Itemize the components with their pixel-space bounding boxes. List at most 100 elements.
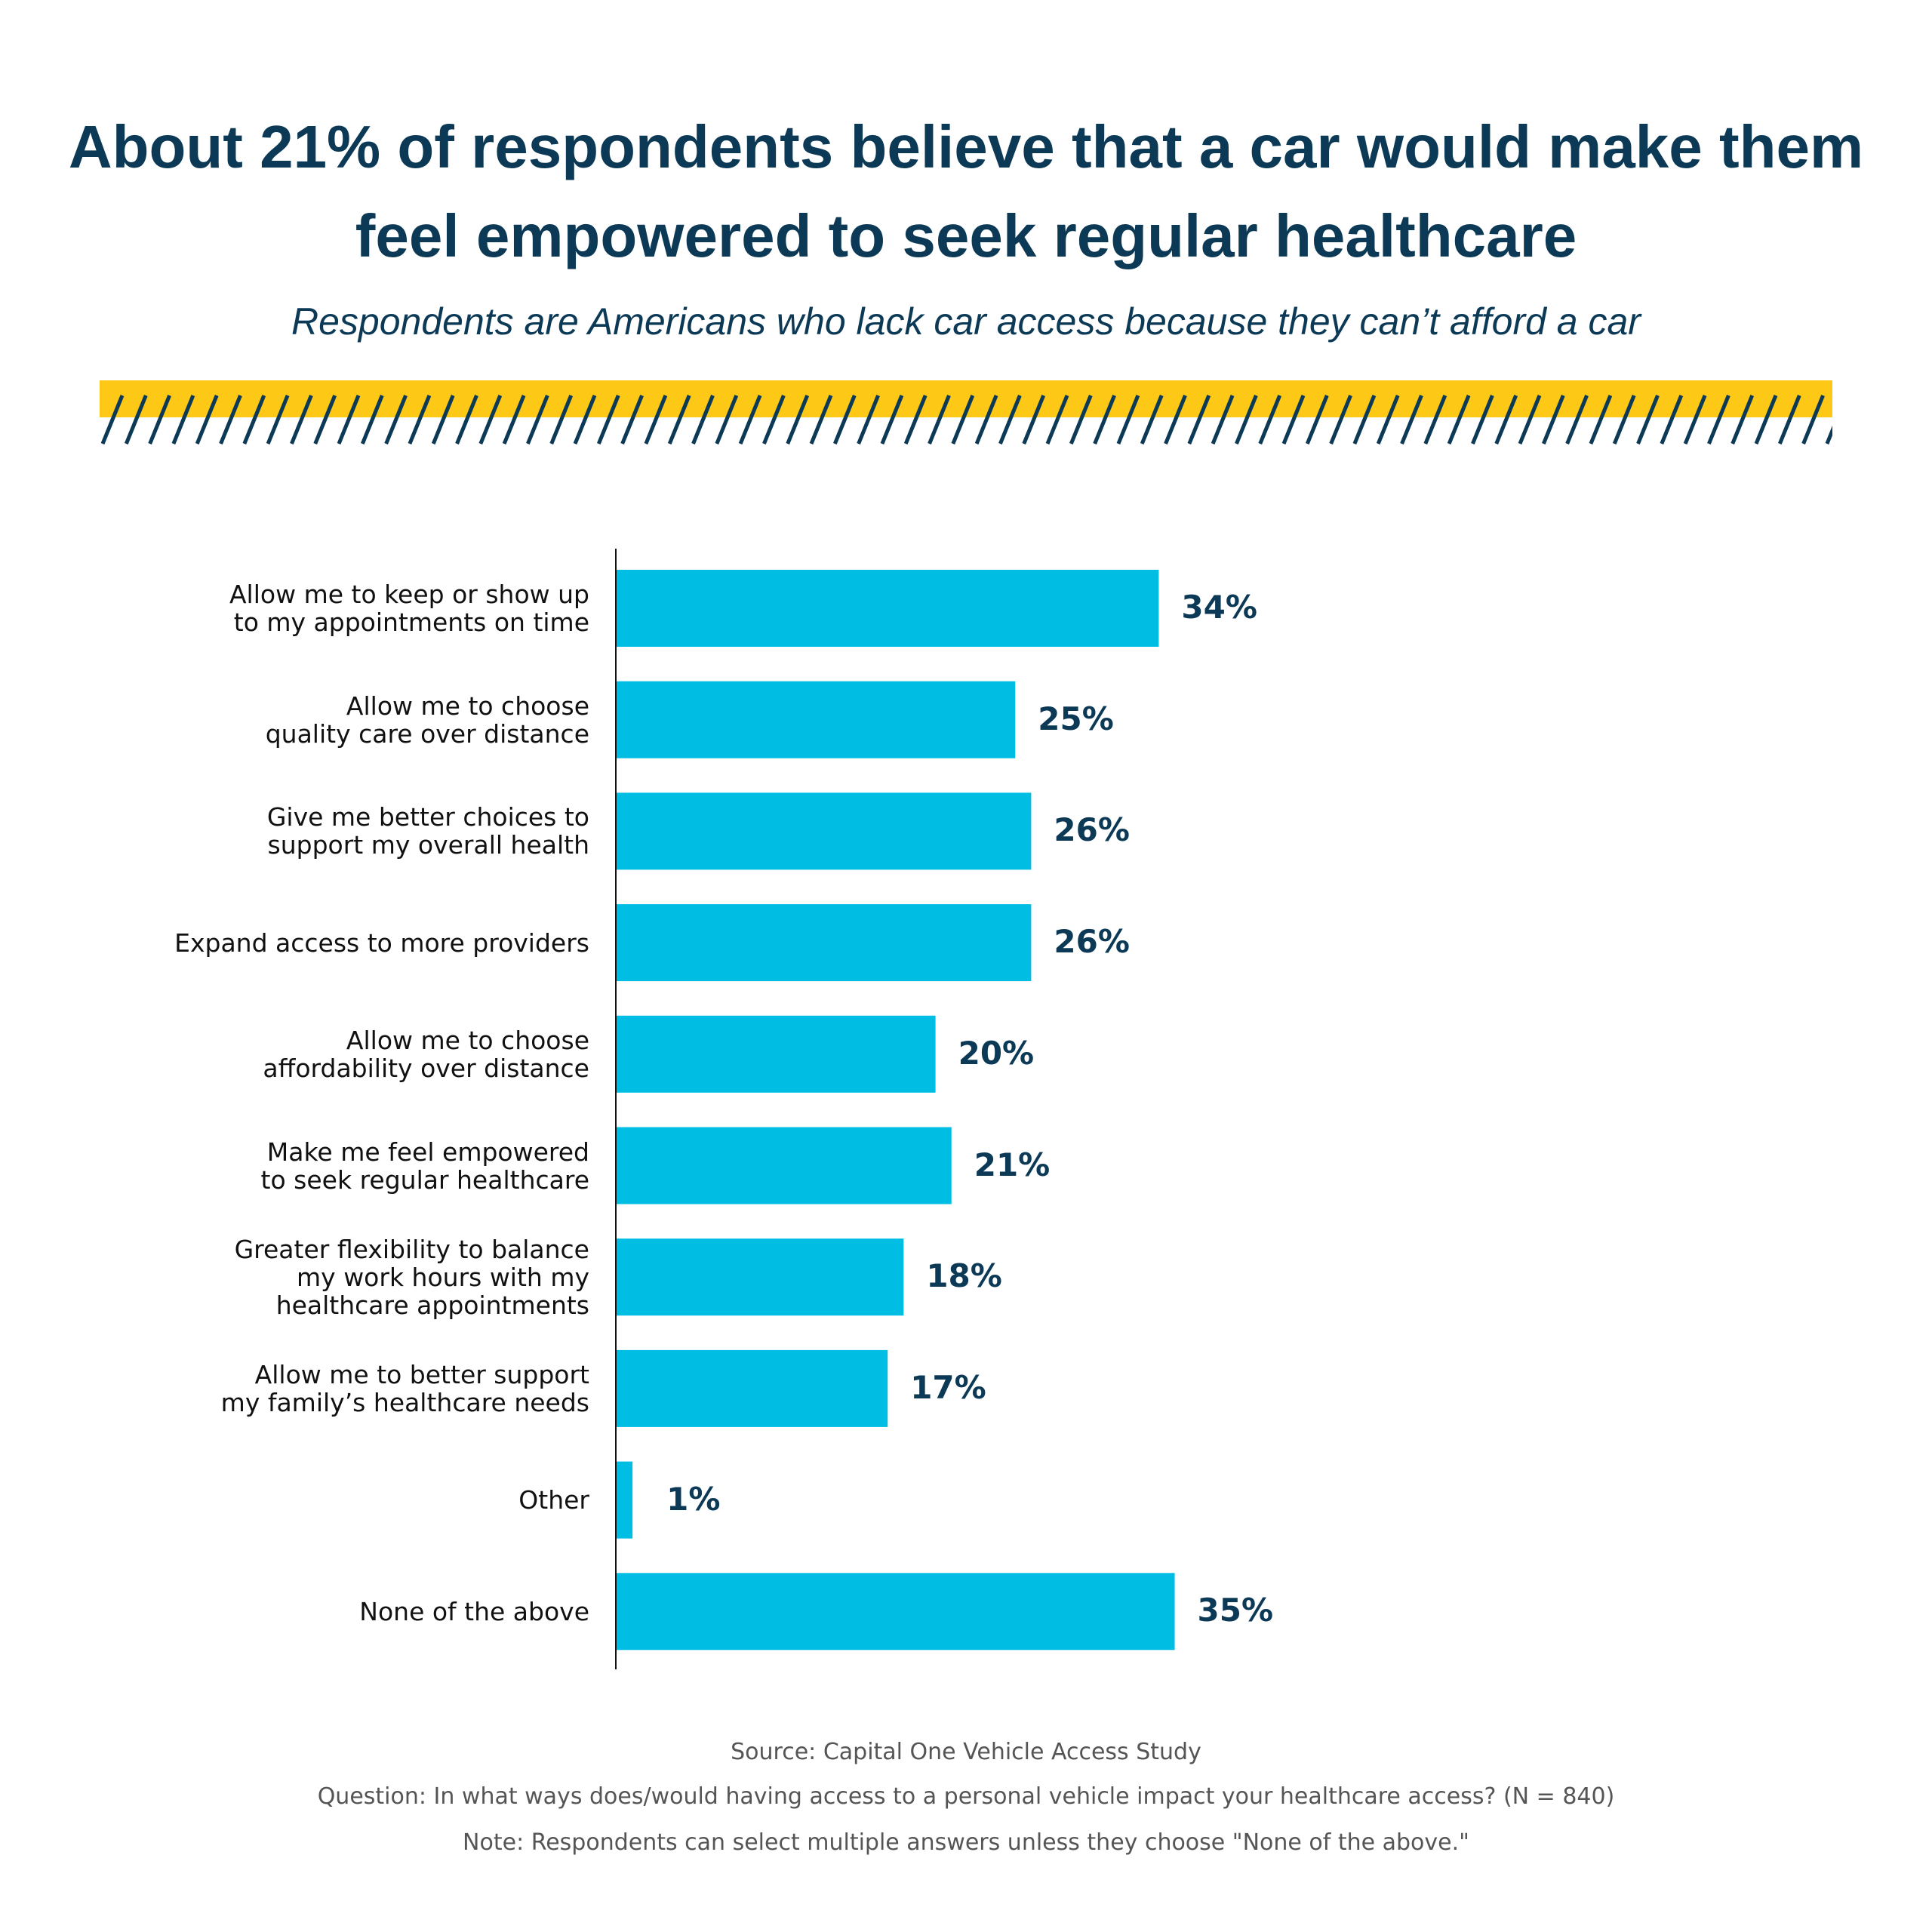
bar [617, 904, 1032, 982]
value-label: 20% [958, 1034, 1035, 1072]
band-stripe [832, 395, 857, 445]
chart-title: About 21% of respondents believe that a … [68, 113, 1864, 269]
chart-subtitle: Respondents are Americans who lack car a… [291, 300, 1641, 343]
band-stripe [1825, 425, 1832, 445]
band-stripe [1730, 395, 1755, 445]
bar [617, 1015, 936, 1093]
value-label: 1% [666, 1480, 721, 1518]
source-note: Source: Capital One Vehicle Access Study [731, 1739, 1201, 1765]
band-stripe [1329, 395, 1352, 445]
value-label: 17% [910, 1368, 986, 1406]
category-label: Allow me to choose affordability over di… [263, 1025, 589, 1083]
category-label: Other [518, 1485, 589, 1515]
value-label: 25% [1038, 700, 1114, 737]
band-stripe [667, 395, 691, 445]
band-stripe [337, 395, 361, 445]
band-stripe [786, 395, 810, 445]
band-stripe [1589, 395, 1613, 445]
value-label: 26% [1054, 811, 1130, 849]
band-stripe [1045, 395, 1069, 445]
band-stripe [478, 395, 503, 445]
band-stripe [1518, 395, 1542, 445]
band-stripe [715, 395, 739, 445]
band-stripe [1235, 395, 1258, 445]
band-stripe [1707, 395, 1730, 445]
band-stripe [313, 395, 337, 445]
band-stripe [998, 395, 1022, 445]
bar [617, 1573, 1175, 1651]
band-stripe [691, 395, 715, 445]
band-stripe [408, 395, 432, 445]
band-stripe [857, 395, 880, 445]
bar [617, 681, 1016, 758]
bar [617, 1349, 888, 1427]
band-stripe [549, 395, 574, 445]
band-stripe [928, 395, 951, 445]
band-stripe [573, 395, 597, 445]
header: About 21% of respondents believe that a … [0, 103, 1932, 448]
band-stripe [1565, 395, 1589, 445]
band-stripe [1612, 395, 1636, 445]
band-stripe [124, 395, 148, 445]
band-stripe [1352, 395, 1377, 445]
band-stripe [1801, 395, 1825, 445]
band-stripe [951, 395, 975, 445]
category-label: None of the above [359, 1596, 589, 1626]
category-label: Allow me to better support my family’s h… [220, 1359, 589, 1417]
band-stripe [455, 395, 478, 445]
category-label: Give me better choices to support my ove… [266, 802, 589, 860]
band-stripe [148, 395, 171, 445]
band-stripe [1069, 395, 1093, 445]
band-stripe [1447, 395, 1471, 445]
band-stripe [1754, 395, 1778, 445]
value-label: 18% [926, 1257, 1002, 1295]
band-stripe [1281, 395, 1306, 445]
band-stripe [1541, 395, 1565, 445]
band-stripe [809, 395, 833, 445]
band-stripe [195, 395, 219, 445]
band-stripe [1164, 395, 1187, 445]
band-stripe [171, 395, 195, 445]
category-label: Greater flexibility to balance my work h… [234, 1234, 589, 1320]
band-stripe [1376, 395, 1400, 445]
category-label: Make me feel empowered to seek regular h… [260, 1137, 589, 1195]
band-stripe [880, 395, 904, 445]
band-stripe [100, 395, 125, 445]
category-label: Allow me to choose quality care over dis… [265, 691, 589, 749]
band-stripe [738, 395, 762, 445]
band-stripe [266, 395, 290, 445]
bar [617, 792, 1032, 870]
bar [617, 570, 1159, 647]
band-stripe [1258, 395, 1282, 445]
band-stripe [242, 395, 266, 445]
band-stripe [431, 395, 455, 445]
band-stripe [974, 395, 998, 445]
band-stripe [360, 395, 384, 445]
band-stripe [1471, 395, 1494, 445]
category-label: Expand access to more providers [174, 928, 589, 958]
band-stripe [290, 395, 313, 445]
band-stripe [1187, 395, 1211, 445]
band-stripe [1400, 395, 1423, 445]
band-stripe [219, 395, 242, 445]
striped-accent-band [100, 380, 1832, 445]
band-stripe [903, 395, 928, 445]
band-stripe [1140, 395, 1164, 445]
value-label: 35% [1197, 1592, 1274, 1629]
bar [617, 1127, 952, 1204]
band-stripe [502, 395, 526, 445]
band-stripe [1423, 395, 1447, 445]
value-label: 21% [974, 1146, 1051, 1183]
band-stripe [1305, 395, 1329, 445]
band-stripe [1494, 395, 1518, 445]
band-stripe [1211, 395, 1235, 445]
value-label: 34% [1181, 589, 1257, 626]
band-stripe [384, 395, 408, 445]
band-stripe [1660, 395, 1684, 445]
band-stripe [596, 395, 620, 445]
bar [617, 1461, 633, 1539]
band-stripe [1683, 395, 1707, 445]
band-stripe [526, 395, 549, 445]
category-label: Allow me to keep or show up to my appoin… [229, 580, 589, 637]
band-stripe [1093, 395, 1116, 445]
